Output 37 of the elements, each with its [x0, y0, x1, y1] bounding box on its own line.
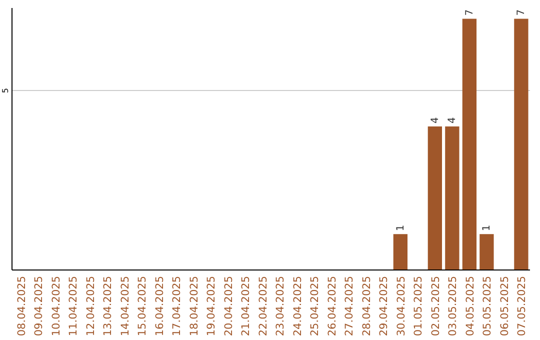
- x-tick-label: 27.04.2025: [344, 276, 356, 336]
- x-tick-label: 12.04.2025: [84, 276, 97, 336]
- x-tick-label: 11.04.2025: [68, 276, 80, 336]
- x-tick-label: 14.04.2025: [119, 276, 132, 336]
- data-label: 1: [482, 224, 493, 232]
- x-tick-label: 18.04.2025: [188, 276, 200, 336]
- x-tick-label: 08.04.2025: [16, 276, 28, 336]
- x-tick-label: 29.04.2025: [378, 276, 390, 336]
- x-tick-label: 04.05.2025: [464, 276, 476, 336]
- x-tick-label: 10.04.2025: [50, 276, 62, 336]
- x-tick-label: 19.04.2025: [206, 276, 218, 336]
- x-tick-label: 06.05.2025: [498, 276, 511, 336]
- data-label: 7: [516, 9, 528, 16]
- x-tick-label: 30.04.2025: [395, 276, 408, 336]
- data-label: 4: [430, 117, 441, 124]
- x-tick-label: 20.04.2025: [222, 276, 235, 336]
- x-tick-label: 16.04.2025: [154, 276, 166, 336]
- x-tick-label: 02.05.2025: [430, 276, 442, 336]
- x-tick-label: 25.04.2025: [309, 276, 322, 336]
- x-tick-label: 01.05.2025: [412, 276, 425, 336]
- x-tick-label: 09.04.2025: [33, 276, 46, 336]
- y-tick-label: 5: [1, 88, 10, 94]
- x-tick-label: 05.05.2025: [482, 276, 494, 336]
- data-label: 1: [395, 224, 406, 232]
- x-tick-label: 13.04.2025: [102, 276, 114, 336]
- x-tick-label: 07.05.2025: [516, 276, 528, 336]
- x-tick-label: 28.04.2025: [360, 276, 373, 336]
- data-label: 4: [447, 117, 458, 124]
- x-tick-label: 26.04.2025: [326, 276, 338, 336]
- x-tick-label: 23.04.2025: [274, 276, 287, 336]
- data-label: 7: [464, 9, 476, 16]
- x-tick-label: 22.04.2025: [257, 276, 270, 336]
- x-tick-label: 15.04.2025: [136, 276, 149, 336]
- x-tick-label: 24.04.2025: [292, 276, 304, 336]
- x-tick-label: 03.05.2025: [447, 276, 460, 336]
- x-tick-label: 21.04.2025: [240, 276, 252, 336]
- x-tick-label: 17.04.2025: [171, 276, 184, 336]
